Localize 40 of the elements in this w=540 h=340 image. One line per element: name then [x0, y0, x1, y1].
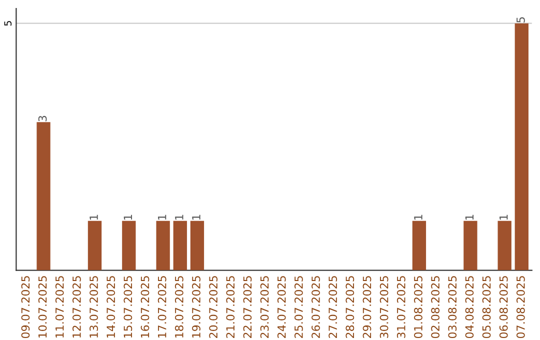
x-tick-label: 07.08.2025 — [516, 276, 525, 338]
x-tick-label: 01.08.2025 — [414, 276, 422, 338]
data-label: 1 — [414, 214, 422, 220]
x-tick-label: 30.07.2025 — [380, 276, 388, 338]
data-label: 1 — [500, 214, 508, 220]
x-tick-label: 19.07.2025 — [192, 276, 200, 338]
x-tick-label: 02.08.2025 — [431, 276, 440, 338]
x-tick-label: 25.07.2025 — [294, 276, 303, 338]
x-tick-label: 14.07.2025 — [106, 276, 116, 338]
x-tick-label: 27.07.2025 — [328, 276, 338, 338]
data-label: 1 — [192, 214, 200, 220]
x-tick-label: 23.07.2025 — [260, 276, 269, 338]
x-tick-label: 16.07.2025 — [140, 276, 150, 338]
x-tick-label: 17.07.2025 — [158, 276, 166, 338]
x-tick-label: 26.07.2025 — [312, 276, 320, 338]
x-tick-label: 06.08.2025 — [499, 276, 508, 338]
x-tick-label: 28.07.2025 — [346, 276, 354, 338]
x-tick-label: 22.07.2025 — [243, 276, 252, 338]
data-label: 1 — [124, 214, 132, 220]
x-tick-label: 09.07.2025 — [21, 276, 30, 338]
x-tick-label: 10.07.2025 — [38, 276, 47, 338]
x-tick-label: 18.07.2025 — [174, 276, 184, 338]
data-label: 3 — [38, 116, 47, 122]
x-tick-label: 13.07.2025 — [90, 276, 98, 338]
x-tick-label: 12.07.2025 — [72, 276, 81, 338]
x-tick-label: 05.08.2025 — [482, 276, 491, 338]
x-tick-label: 31.07.2025 — [396, 276, 406, 338]
data-label: 1 — [175, 214, 184, 220]
x-tick-label: 20.07.2025 — [209, 276, 218, 338]
x-tick-label: 29.07.2025 — [362, 276, 372, 338]
data-label: 1 — [158, 214, 166, 220]
x-tick-label: 03.08.2025 — [448, 276, 457, 338]
x-tick-label: 21.07.2025 — [226, 276, 235, 338]
x-tick-label: 24.07.2025 — [277, 276, 286, 338]
data-label: 1 — [465, 214, 474, 220]
data-label: 1 — [90, 214, 98, 220]
data-label: 5 — [516, 17, 525, 22]
x-tick-label: 15.07.2025 — [124, 276, 132, 338]
x-tick-label: 11.07.2025 — [55, 276, 64, 338]
x-tick-label: 04.08.2025 — [465, 276, 474, 338]
